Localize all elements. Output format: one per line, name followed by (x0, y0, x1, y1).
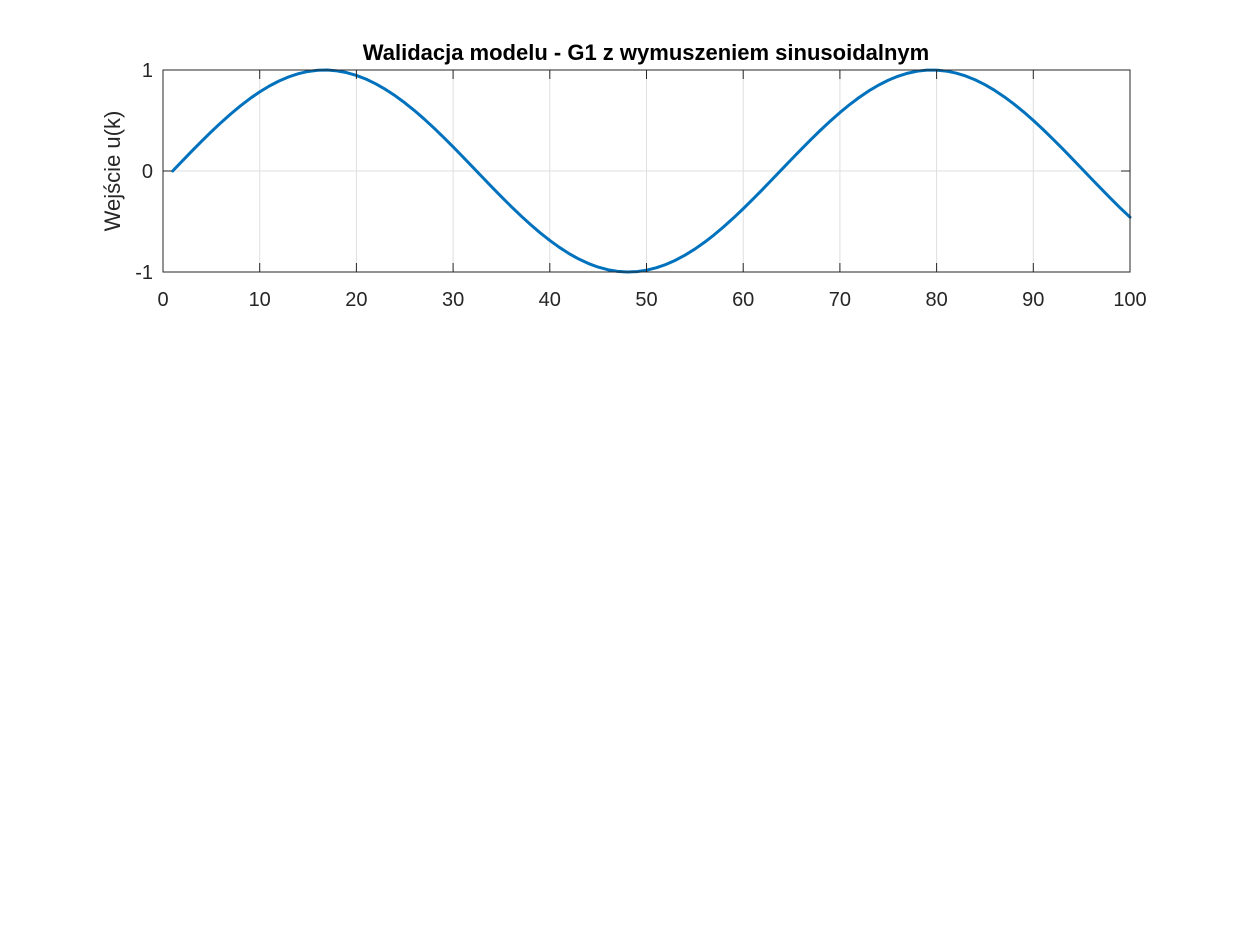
x-tick-label: 70 (829, 289, 851, 311)
x-tick-label: 90 (1022, 289, 1044, 311)
y-tick-label: -1 (135, 262, 153, 284)
x-tick-label: 100 (1113, 289, 1146, 311)
x-tick-label: 30 (442, 289, 464, 311)
x-tick-labels: 0 10 20 30 40 50 60 70 80 90 100 (157, 289, 1146, 311)
y-axis-title: Wejście u(k) (100, 111, 125, 232)
x-tick-label: 50 (635, 289, 657, 311)
grid-lines (163, 70, 1130, 272)
x-tick-label: 40 (539, 289, 561, 311)
x-tick-label: 10 (249, 289, 271, 311)
y-tick-label: 1 (142, 60, 153, 82)
x-tick-label: 0 (157, 289, 168, 311)
x-tick-label: 80 (925, 289, 947, 311)
chart-title: Walidacja modelu - G1 z wymuszeniem sinu… (363, 40, 929, 65)
x-tick-label: 60 (732, 289, 754, 311)
y-tick-labels: -1 0 1 (135, 60, 153, 284)
tick-marks (162, 69, 1131, 273)
y-tick-label: 0 (142, 161, 153, 183)
x-tick-label: 20 (345, 289, 367, 311)
